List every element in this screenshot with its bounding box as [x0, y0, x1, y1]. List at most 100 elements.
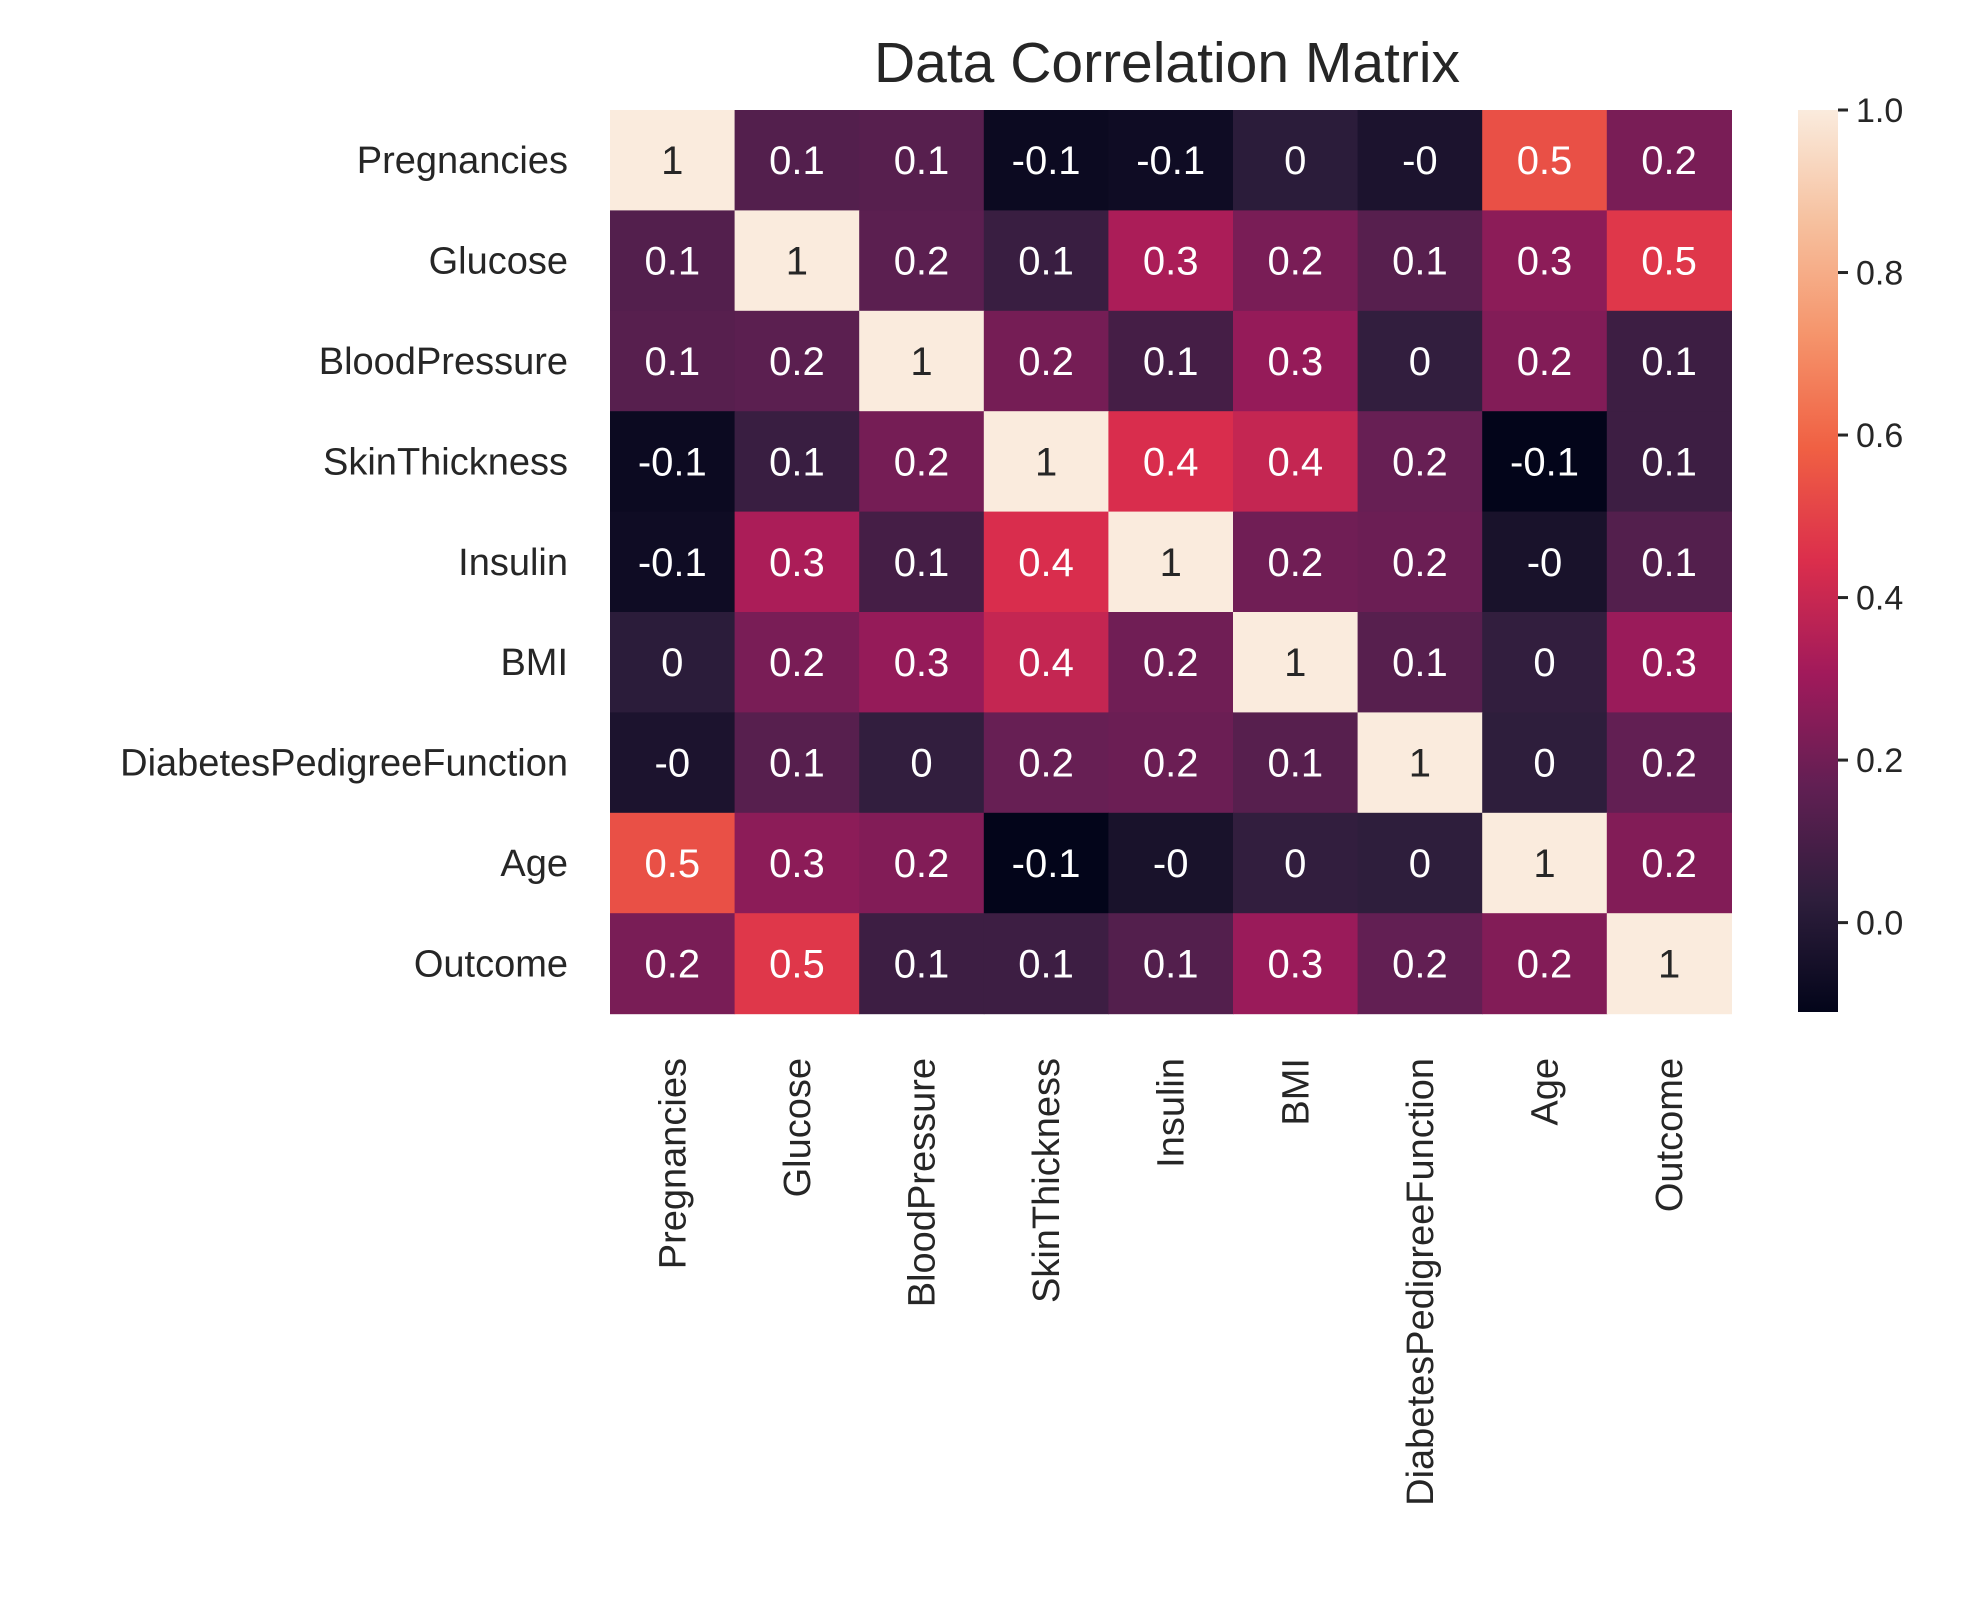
heatmap-cell	[1606, 210, 1732, 312]
heatmap-cell	[1357, 612, 1483, 713]
heatmap-cell	[1482, 110, 1608, 211]
cell-value-label: 1	[910, 340, 932, 384]
cell-value-label: 0.2	[1641, 842, 1697, 886]
cell-value-label: 0.4	[1018, 541, 1074, 585]
column-tick-label: BMI	[1275, 1058, 1317, 1126]
heatmap-cell	[1357, 110, 1483, 211]
heatmap-cell	[734, 511, 860, 613]
cell-value-label: 0.1	[1267, 742, 1323, 786]
row-tick-label: DiabetesPedigreeFunction	[120, 743, 568, 785]
cell-value-label: 0.3	[894, 641, 950, 685]
heatmap-cell	[983, 411, 1109, 513]
chart-title: Data Correlation Matrix	[874, 31, 1460, 95]
heatmap-cell	[1357, 712, 1483, 814]
heatmap-cell	[1108, 110, 1234, 211]
cell-value-label: -0.1	[1012, 842, 1081, 886]
cell-value-label: 0.3	[769, 842, 825, 886]
cell-value-label: 1	[661, 139, 683, 183]
heatmap-cell	[610, 411, 736, 513]
heatmap-cell	[734, 110, 860, 211]
heatmap-cell	[610, 210, 736, 312]
heatmap-cell	[1606, 812, 1732, 914]
heatmap-cell	[1482, 310, 1608, 412]
heatmap-cell	[983, 612, 1109, 713]
colorbar-ticks: 0.0 0.2 0.4 0.6 0.8 1.0	[1838, 92, 1903, 943]
heatmap-cell	[1482, 511, 1608, 613]
cell-value-label: 0.5	[769, 942, 825, 986]
cell-value-label: 0.2	[1392, 942, 1448, 986]
cell-value-label: 0.5	[644, 842, 700, 886]
heatmap-cell	[734, 210, 860, 312]
heatmap-cell	[610, 913, 736, 1015]
cell-value-label: 0.1	[1143, 340, 1199, 384]
heatmap-cell	[1482, 812, 1608, 914]
heatmap-cell	[1357, 310, 1483, 412]
heatmap-cell	[1108, 411, 1234, 513]
heatmap-cell	[859, 310, 985, 412]
heatmap-cell	[1233, 110, 1359, 211]
heatmap-cell	[1357, 511, 1483, 613]
heatmap-cell	[983, 310, 1109, 412]
row-tick-label: SkinThickness	[323, 441, 568, 483]
cell-value-label: -0.1	[1510, 440, 1579, 484]
heatmap-cell	[734, 712, 860, 814]
heatmap-cell	[1606, 411, 1732, 513]
heatmap-cell	[734, 310, 860, 412]
cell-value-label: 0.1	[1641, 340, 1697, 384]
heatmap-cell	[859, 511, 985, 613]
colorbar-tick-label: 0.2	[1856, 742, 1903, 780]
cell-value-label: 0.2	[894, 842, 950, 886]
cell-value-label: -0.1	[1012, 139, 1081, 183]
colorbar	[1798, 110, 1838, 1012]
heatmap-cell	[1108, 210, 1234, 312]
cell-value-label: 1	[786, 240, 808, 284]
cell-value-label: 0.2	[1392, 440, 1448, 484]
colorbar-tick-label: 0.8	[1856, 255, 1903, 293]
heatmap-cell	[1108, 913, 1234, 1015]
heatmap-cell	[1482, 210, 1608, 312]
heatmap-cell	[734, 812, 860, 914]
cell-value-label: 1	[1409, 742, 1431, 786]
cell-value-label: 0.1	[1143, 942, 1199, 986]
cell-value-label: 1	[1160, 541, 1182, 585]
row-tick-label: Age	[500, 843, 568, 885]
cell-value-label: 1	[1658, 942, 1680, 986]
cell-value-label: 0	[1533, 742, 1555, 786]
cell-value-label: 0.1	[644, 340, 700, 384]
cell-value-label: -0	[655, 742, 691, 786]
cell-value-label: 0.3	[1267, 942, 1323, 986]
cell-value-label: 0.4	[1143, 440, 1199, 484]
heatmap-cell	[1233, 913, 1359, 1015]
heatmap-cell	[1108, 310, 1234, 412]
heatmap-cell	[983, 511, 1109, 613]
heatmap-cell	[1606, 612, 1732, 713]
cell-value-label: 0.1	[1392, 240, 1448, 284]
cell-value-label: 0.2	[1018, 340, 1074, 384]
cell-value-label: 0.3	[1143, 240, 1199, 284]
heatmap-cell	[1606, 110, 1732, 211]
column-tick-label: DiabetesPedigreeFunction	[1400, 1058, 1442, 1506]
heatmap-cell	[1357, 411, 1483, 513]
cell-value-label: -0.1	[638, 541, 707, 585]
cell-value-label: 0	[661, 641, 683, 685]
heatmap-cell	[859, 913, 985, 1015]
heatmap-cell	[1606, 712, 1732, 814]
row-tick-label: Pregnancies	[357, 140, 568, 182]
cell-value-label: 1	[1284, 641, 1306, 685]
column-tick-labels: Pregnancies Glucose BloodPressure SkinThick…	[652, 1058, 1691, 1506]
cell-value-label: 0	[1409, 340, 1431, 384]
cell-value-label: 0.2	[769, 641, 825, 685]
row-tick-label: Insulin	[458, 542, 568, 584]
heatmap-cell	[983, 110, 1109, 211]
heatmap-cell	[1233, 812, 1359, 914]
heatmap-cell	[1233, 210, 1359, 312]
cell-value-label: 0.2	[1018, 742, 1074, 786]
heatmap-cell	[1606, 511, 1732, 613]
column-tick-label: Age	[1525, 1058, 1567, 1126]
cell-value-label: 0.4	[1267, 440, 1323, 484]
heatmap-cell	[859, 411, 985, 513]
cell-value-label: 0.2	[1392, 541, 1448, 585]
heatmap-cell	[983, 712, 1109, 814]
cell-value-label: 0.1	[769, 139, 825, 183]
